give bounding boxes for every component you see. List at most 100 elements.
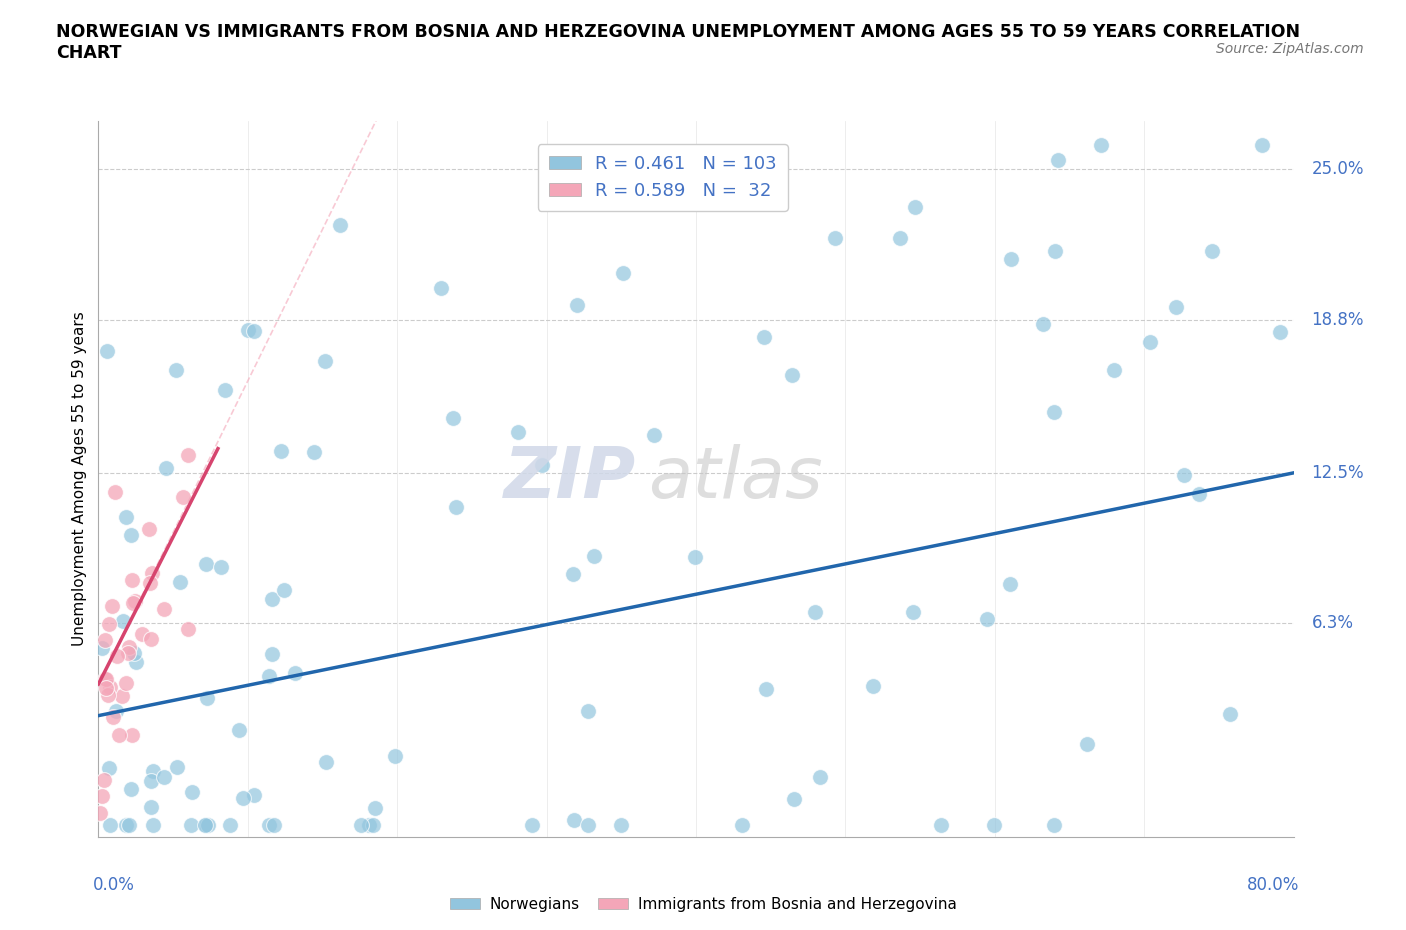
Point <box>273 582 295 597</box>
Point <box>142 817 165 832</box>
Text: NORWEGIAN VS IMMIGRANTS FROM BOSNIA AND HERZEGOVINA UNEMPLOYMENT AMONG AGES 55 T: NORWEGIAN VS IMMIGRANTS FROM BOSNIA AND … <box>56 23 1301 62</box>
Point <box>364 801 387 816</box>
Point <box>730 817 752 832</box>
Point <box>114 676 136 691</box>
Point <box>91 641 114 656</box>
Text: 25.0%: 25.0% <box>1312 161 1364 179</box>
Point <box>257 817 280 832</box>
Point <box>97 761 120 776</box>
Point <box>562 812 585 827</box>
Point <box>576 817 599 832</box>
Point <box>169 575 191 590</box>
Point <box>194 817 217 832</box>
Point <box>153 770 176 785</box>
Point <box>118 640 141 655</box>
Point <box>131 627 153 642</box>
Point <box>100 598 122 613</box>
Point <box>612 265 634 280</box>
Point <box>1173 468 1195 483</box>
Point <box>903 604 925 619</box>
Point <box>1047 153 1070 167</box>
Point <box>98 680 121 695</box>
Point <box>562 566 585 581</box>
Point <box>125 655 148 670</box>
Point <box>1164 299 1187 314</box>
Text: 80.0%: 80.0% <box>1247 876 1299 895</box>
Point <box>929 817 952 832</box>
Point <box>315 754 337 769</box>
Point <box>195 556 218 571</box>
Point <box>530 458 553 472</box>
Point <box>93 773 115 788</box>
Point <box>1219 706 1241 721</box>
Point <box>124 593 146 608</box>
Point <box>172 489 194 504</box>
Point <box>120 781 142 796</box>
Point <box>1043 817 1066 832</box>
Point <box>889 231 911 246</box>
Point <box>565 298 588 312</box>
Point <box>218 817 240 832</box>
Point <box>1076 737 1098 751</box>
Point <box>263 817 285 832</box>
Point <box>141 565 163 580</box>
Point <box>1188 486 1211 501</box>
Text: Source: ZipAtlas.com: Source: ZipAtlas.com <box>1216 42 1364 56</box>
Point <box>284 666 307 681</box>
Point <box>112 614 135 629</box>
Point <box>181 784 204 799</box>
Point <box>1268 325 1291 339</box>
Point <box>754 329 776 344</box>
Point <box>260 646 283 661</box>
Point <box>755 682 778 697</box>
Point <box>576 703 599 718</box>
Point <box>1090 138 1112 153</box>
Point <box>104 704 127 719</box>
Point <box>257 669 280 684</box>
Point <box>117 645 139 660</box>
Point <box>349 817 371 832</box>
Point <box>228 723 250 737</box>
Point <box>384 749 406 764</box>
Point <box>1139 335 1161 350</box>
Point <box>1043 405 1066 419</box>
Point <box>783 791 806 806</box>
Point <box>121 572 143 587</box>
Text: 0.0%: 0.0% <box>93 876 135 895</box>
Point <box>824 231 846 246</box>
Point <box>508 424 530 439</box>
Point <box>242 324 264 339</box>
Text: 18.8%: 18.8% <box>1312 311 1364 329</box>
Point <box>1201 243 1223 258</box>
Point <box>89 805 111 820</box>
Point <box>983 817 1005 832</box>
Point <box>780 367 803 382</box>
Point <box>122 645 145 660</box>
Point <box>105 648 128 663</box>
Point <box>104 485 127 499</box>
Point <box>862 679 884 694</box>
Point <box>101 710 124 724</box>
Point <box>96 343 118 358</box>
Text: 6.3%: 6.3% <box>1312 615 1354 632</box>
Point <box>903 199 925 214</box>
Point <box>610 817 633 832</box>
Point <box>976 612 998 627</box>
Point <box>361 817 384 832</box>
Point <box>357 817 380 832</box>
Point <box>155 460 177 475</box>
Point <box>111 688 134 703</box>
Point <box>118 817 141 832</box>
Point <box>115 817 138 832</box>
Point <box>139 576 162 591</box>
Point <box>236 323 259 338</box>
Point <box>96 671 118 686</box>
Point <box>180 817 202 832</box>
Point <box>804 604 827 619</box>
Point <box>197 817 219 832</box>
Point <box>194 817 217 832</box>
Point <box>314 354 336 369</box>
Point <box>93 671 115 686</box>
Point <box>138 522 160 537</box>
Point <box>430 280 453 295</box>
